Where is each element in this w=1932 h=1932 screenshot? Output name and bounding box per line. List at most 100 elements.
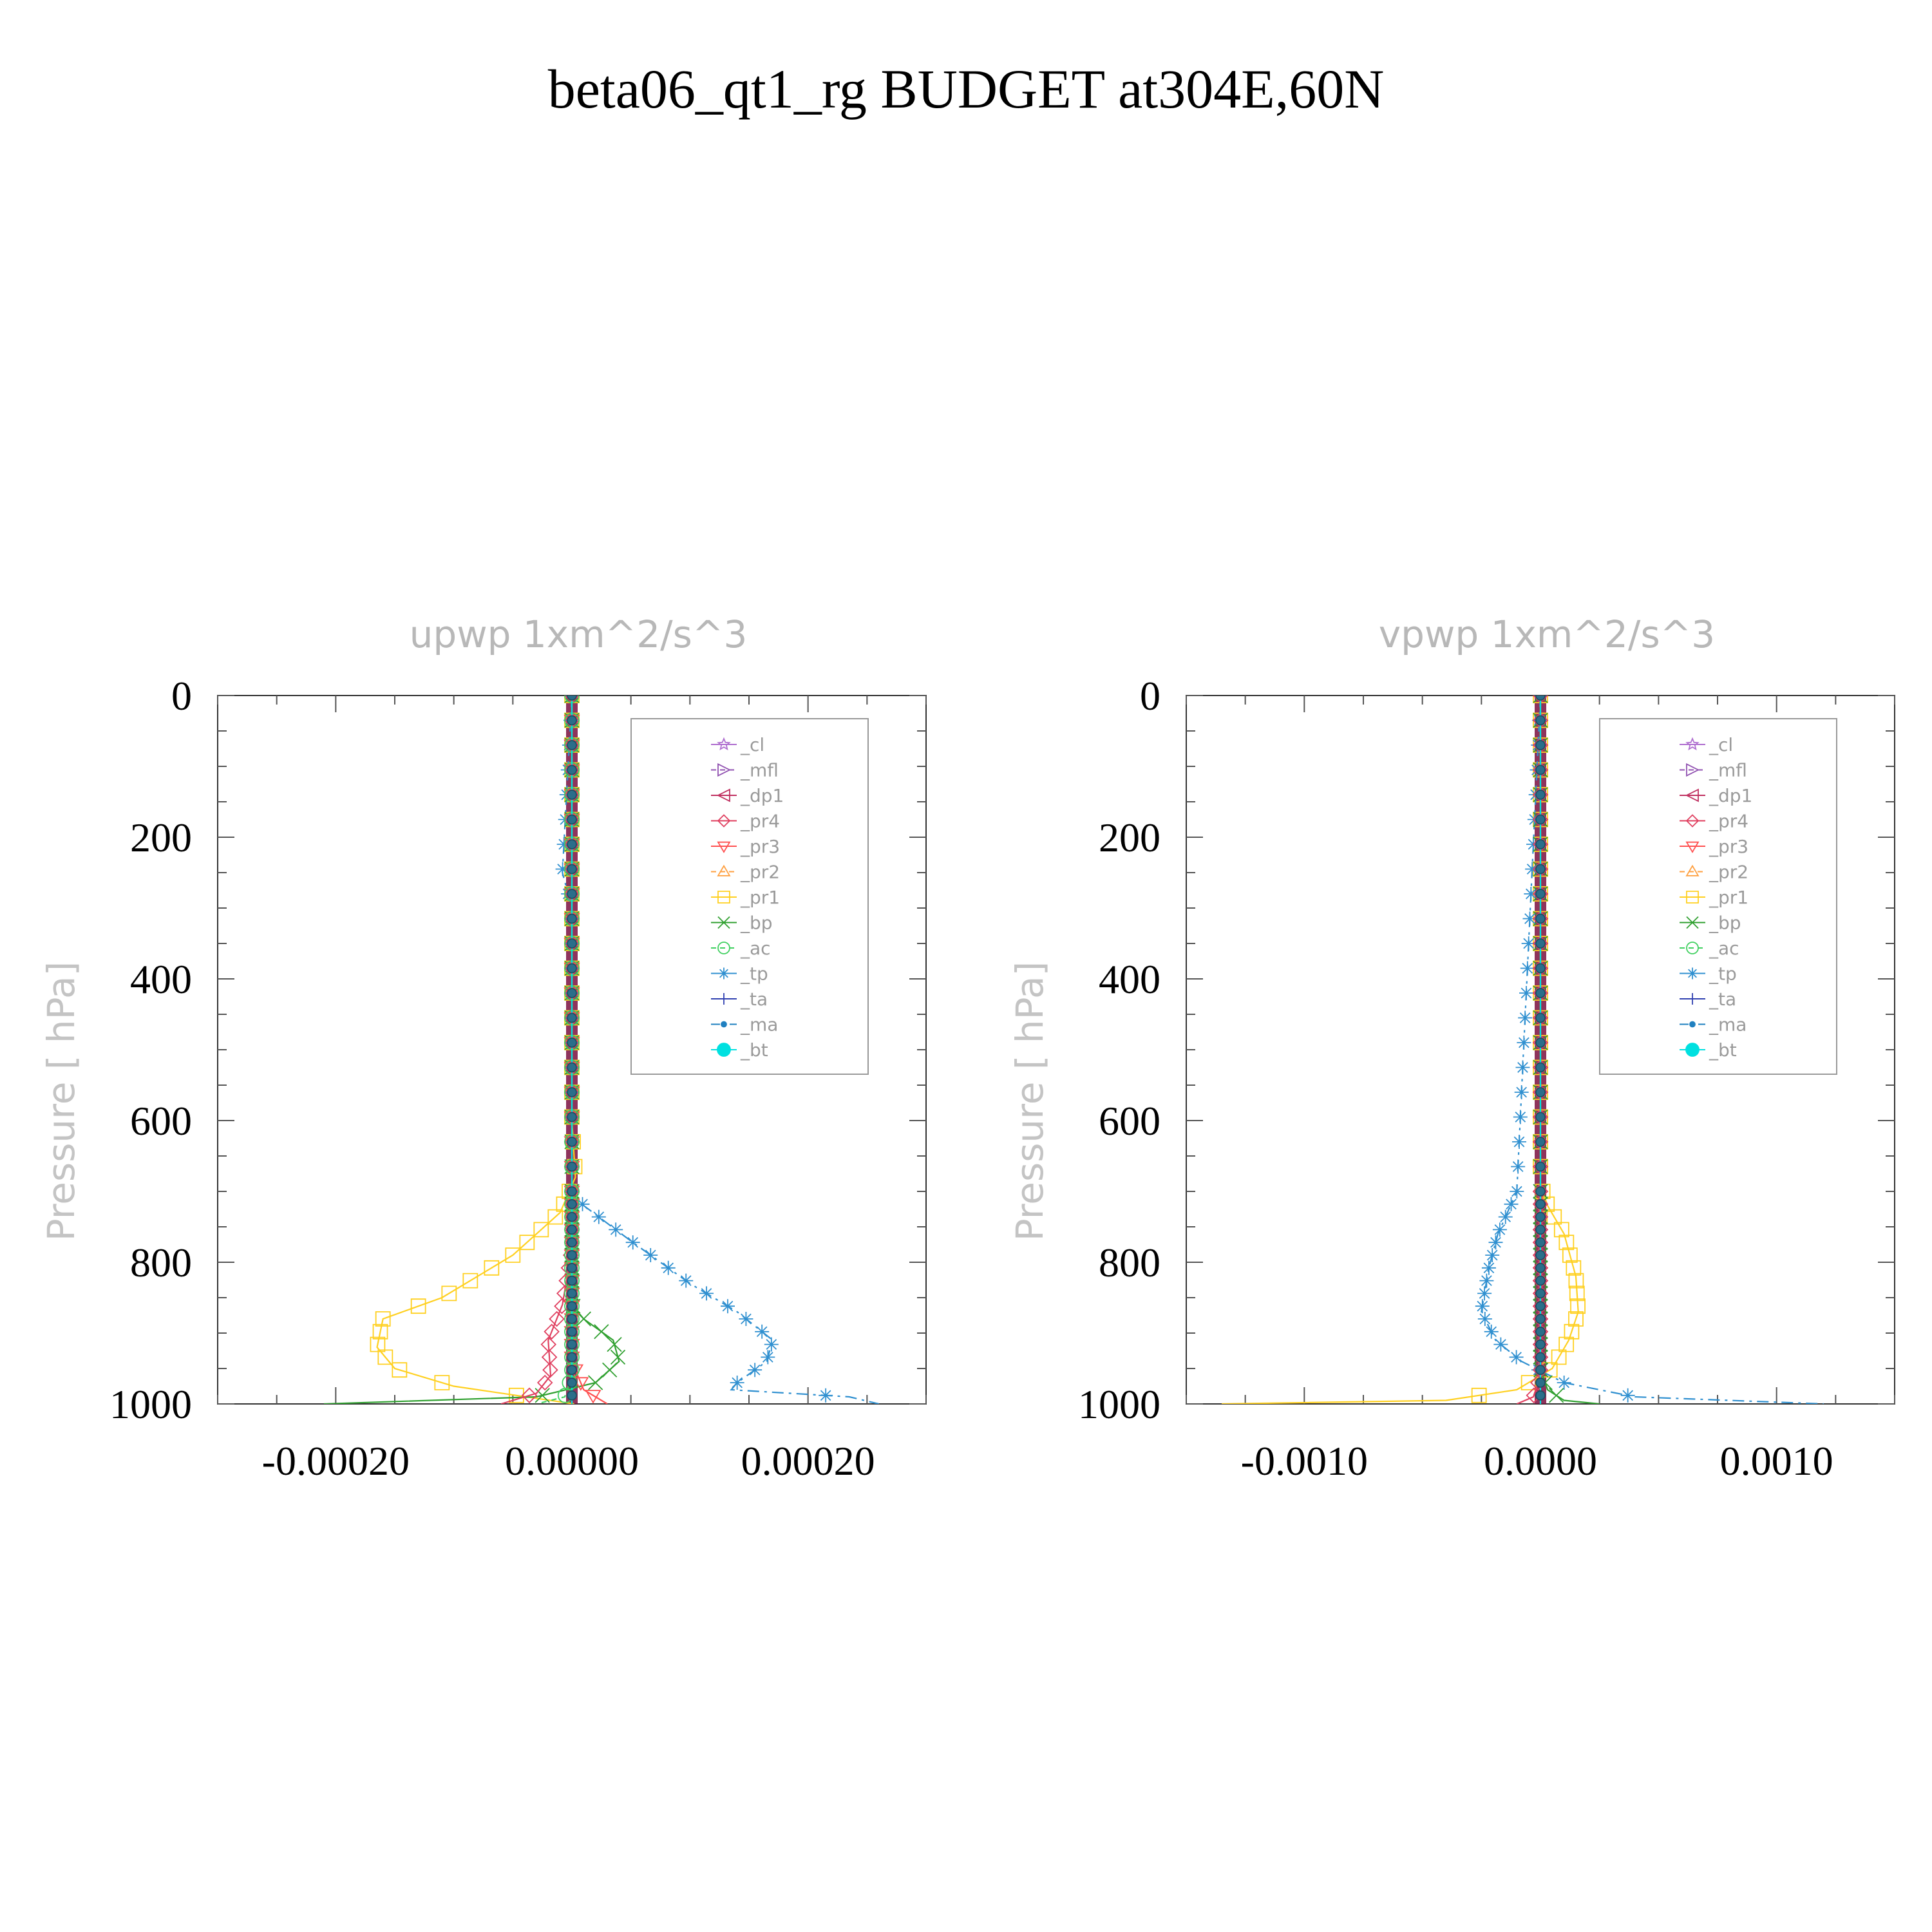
series-marker-bp — [602, 1362, 618, 1378]
series-marker-pr1 — [1558, 1336, 1575, 1352]
series-marker-ac — [564, 1084, 580, 1100]
series-marker-tp — [1479, 1273, 1494, 1288]
series-marker-tp — [1520, 961, 1535, 976]
series-marker-bt — [1535, 1186, 1546, 1197]
series-marker-ac — [564, 1298, 580, 1314]
series-marker-tp — [1504, 1197, 1519, 1211]
series-marker-tp — [661, 1260, 676, 1275]
legend-marker-tp — [718, 967, 730, 980]
series-marker-bt — [567, 1262, 577, 1273]
series-marker-bt — [567, 814, 577, 825]
y-tick-label: 0 — [1140, 673, 1160, 719]
series-marker-bt — [567, 1012, 577, 1023]
series-marker-bt — [567, 1288, 577, 1299]
series-marker-tp — [559, 788, 574, 802]
legend-marker-pr3 — [717, 841, 731, 853]
series-marker-ac — [564, 1336, 580, 1352]
legend-marker-pr2 — [717, 864, 731, 876]
series-marker-tp — [1620, 1388, 1635, 1403]
series-marker-ac — [564, 1285, 580, 1302]
series-marker-bt — [1535, 889, 1546, 899]
legend-marker-bt — [717, 1043, 731, 1057]
series-marker-ac — [564, 1273, 580, 1289]
series-marker-tp — [625, 1235, 640, 1250]
y-tick-label: 1000 — [1078, 1381, 1160, 1427]
series-marker-pr1 — [1566, 1260, 1582, 1276]
series-marker-bt — [1535, 1211, 1546, 1222]
series-marker-tp — [1477, 1286, 1492, 1301]
series-marker-ac — [564, 762, 580, 778]
series-marker-bt — [567, 1112, 577, 1122]
series-marker-bt — [567, 1378, 577, 1388]
series-marker-tp — [556, 837, 571, 851]
series-line-tp — [562, 696, 879, 1404]
series-marker-pr4 — [521, 1387, 538, 1404]
series-marker-tp — [609, 1222, 623, 1237]
series-marker-tp — [1524, 887, 1539, 901]
y-tick-label: 200 — [1099, 815, 1160, 860]
series-marker-pr1 — [1568, 1273, 1584, 1289]
x-tick-label: -0.0010 — [1241, 1438, 1368, 1484]
series-marker-pr1 — [392, 1362, 408, 1378]
legend-box — [630, 718, 869, 1075]
series-marker-bt — [1535, 1378, 1546, 1388]
legend-label-pr1: _pr1 — [740, 887, 780, 908]
x-tick-label: 0.0010 — [1720, 1438, 1833, 1484]
legend-marker-ta — [1687, 993, 1698, 1005]
series-marker-tp — [1522, 911, 1537, 926]
series-marker-pr3 — [585, 1390, 601, 1404]
legend-label-bp: _bp — [1709, 913, 1741, 934]
legend-label-pr2: _pr2 — [740, 862, 780, 883]
series-marker-tp — [643, 1248, 658, 1262]
series-marker-bt — [1535, 1012, 1546, 1023]
series-marker-bt — [1535, 1339, 1546, 1350]
series-marker-tp — [721, 1299, 735, 1314]
legend: _cl _mfl _dp1 _pr4 _pr3 _pr2 _pr1 _bp _ac _tp _ta _… — [630, 718, 869, 1075]
series-marker-pr1 — [434, 1375, 450, 1390]
legend-marker-mfl — [717, 763, 732, 777]
chart-panel-vpwp: vpwp 1xm^2/s^3 Pressure [ hPa] 0 200 400 600 8… — [1008, 612, 1895, 1484]
series-marker-pr1 — [1569, 1285, 1585, 1302]
legend-label-pr4: _pr4 — [1709, 811, 1748, 832]
series-marker-bt — [1535, 1137, 1546, 1147]
legend-marker-cl — [717, 737, 731, 751]
series-marker-bt — [1535, 839, 1546, 849]
series-marker-bt — [567, 1250, 577, 1260]
series-marker-bt — [1535, 1161, 1546, 1172]
series-marker-bt — [567, 764, 577, 775]
series-marker-pr3 — [573, 1377, 589, 1391]
legend-label-pr2: _pr2 — [1709, 862, 1748, 883]
series-marker-bp — [610, 1349, 626, 1365]
series-marker-bt — [567, 1161, 577, 1172]
series-marker-tp — [1510, 1184, 1524, 1198]
series-marker-bt — [1535, 696, 1546, 701]
series-marker-pr1 — [370, 1336, 386, 1352]
series-marker-pr1 — [375, 1311, 391, 1327]
series-marker-ac — [564, 861, 580, 877]
series-marker-tp — [819, 1388, 833, 1403]
series-marker-bt — [567, 1186, 577, 1197]
legend-label-pr4: _pr4 — [740, 811, 780, 832]
legend-marker-pr1 — [1686, 891, 1699, 904]
legend-label-dp1: _dp1 — [1709, 785, 1752, 806]
series-marker-tp — [1519, 986, 1533, 1000]
series-marker-bt — [567, 988, 577, 998]
panel-title: vpwp 1xm^2/s^3 — [1379, 612, 1715, 656]
x-tick-label: 0.00000 — [505, 1438, 639, 1484]
series-marker-ac — [564, 936, 580, 951]
series-marker-tp — [1527, 812, 1542, 827]
legend-marker-cl — [1685, 737, 1700, 751]
series-marker-pr1 — [1568, 1311, 1584, 1327]
series-marker-pr1 — [1471, 1387, 1487, 1403]
series-marker-tp — [730, 1376, 744, 1390]
legend-marker-ac — [717, 942, 730, 954]
series-marker-ac — [564, 1349, 580, 1365]
series-marker-bt — [567, 1326, 577, 1337]
series-marker-bt — [1535, 1062, 1546, 1073]
legend-label-pr1: _pr1 — [1709, 887, 1748, 908]
legend-marker-mfl — [1686, 763, 1700, 777]
series-marker-bt — [567, 1237, 577, 1248]
series-marker-bp — [1533, 696, 1548, 703]
series-marker-bt — [567, 696, 577, 701]
series-marker-bt — [1535, 1112, 1546, 1122]
